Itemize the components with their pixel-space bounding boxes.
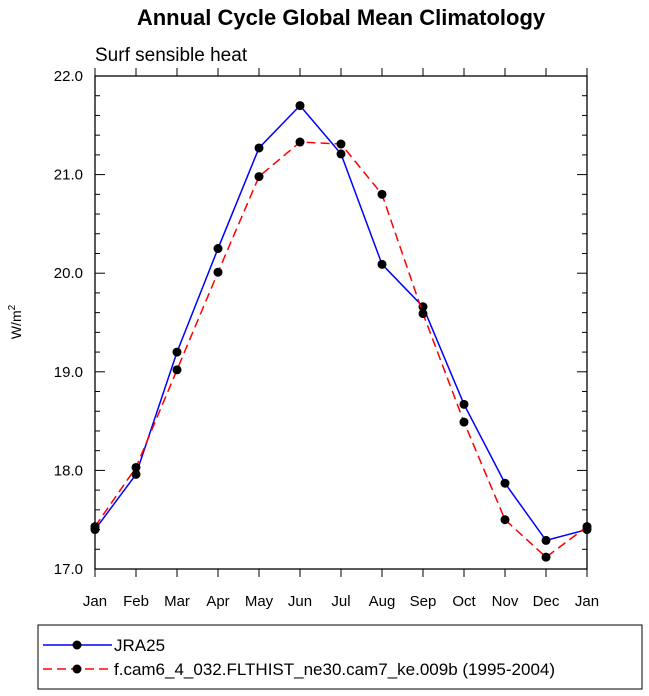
- x-tick-label: Jun: [288, 593, 312, 610]
- legend-label-0: JRA25: [114, 636, 165, 655]
- x-tick-label: Feb: [123, 593, 149, 610]
- series-1-point: [459, 417, 469, 427]
- x-tick-label: Dec: [533, 593, 560, 610]
- series-0-point: [418, 302, 428, 312]
- y-tick-label: 22.0: [54, 68, 83, 85]
- series-1-point: [336, 139, 346, 149]
- x-tick-label: May: [245, 593, 274, 610]
- x-tick-label: Jul: [331, 593, 350, 610]
- series-0-point: [500, 478, 510, 488]
- legend-box: [37, 624, 643, 690]
- y-tick-label: 21.0: [54, 167, 83, 184]
- legend: JRA25 f.cam6_4_032.FLTHIST_ne30.cam7_ke.0…: [37, 624, 643, 690]
- series-1-point: [213, 267, 223, 277]
- y-tick-label: 20.0: [54, 265, 83, 282]
- chart-title: Annual Cycle Global Mean Climatology: [137, 5, 546, 30]
- x-tick-labels: Jan Feb Mar Apr May Jun Jul Aug Sep Oct Nov Dec Jan: [83, 593, 599, 610]
- x-tick-label: Sep: [410, 593, 437, 610]
- series-1-point: [541, 552, 551, 562]
- plot-frame: [94, 75, 588, 570]
- y-tick-label: 18.0: [54, 462, 83, 479]
- y-tick-label: 17.0: [54, 561, 83, 578]
- series-1-point: [418, 309, 428, 319]
- series-0-point: [336, 149, 346, 159]
- x-tick-label: Jan: [575, 593, 599, 610]
- series-0-point: [213, 244, 223, 254]
- series-0-point: [541, 535, 551, 545]
- x-tick-label: Aug: [369, 593, 396, 610]
- x-tick-label: Oct: [452, 593, 476, 610]
- legend-label-1: f.cam6_4_032.FLTHIST_ne30.cam7_ke.009b (…: [114, 660, 555, 679]
- series-0-point: [131, 469, 141, 479]
- series-1-point: [131, 462, 141, 472]
- series-0-point: [459, 399, 469, 409]
- series-1-point: [295, 137, 305, 147]
- series-1-point: [172, 365, 182, 375]
- x-tick-label: Mar: [164, 593, 190, 610]
- series-0-point: [295, 101, 305, 111]
- series-0-point: [377, 259, 387, 269]
- y-tick-label: 19.0: [54, 364, 83, 381]
- chart-subtitle: Surf sensible heat: [95, 45, 248, 66]
- series-0-point: [172, 347, 182, 357]
- series-1-point: [377, 189, 387, 199]
- y-axis-unit-superscript: 2: [7, 304, 18, 310]
- series-1-point: [500, 515, 510, 525]
- x-tick-label: Apr: [206, 593, 229, 610]
- y-axis-label: W/m2: [7, 304, 24, 339]
- y-tick-labels: 17.0 18.0 19.0 20.0 21.0 22.0: [54, 68, 83, 578]
- y-axis-unit: W/m: [8, 310, 24, 339]
- legend-marker-0: [72, 640, 82, 650]
- series-layer: [90, 101, 592, 562]
- series-1-point: [254, 172, 264, 182]
- x-tick-label: Jan: [83, 593, 107, 610]
- x-tick-label: Nov: [492, 593, 519, 610]
- svg-text:W/m2: W/m2: [7, 304, 24, 339]
- legend-marker-1: [72, 664, 82, 674]
- series-0-point: [254, 143, 264, 153]
- series-line-0: [94, 104, 588, 542]
